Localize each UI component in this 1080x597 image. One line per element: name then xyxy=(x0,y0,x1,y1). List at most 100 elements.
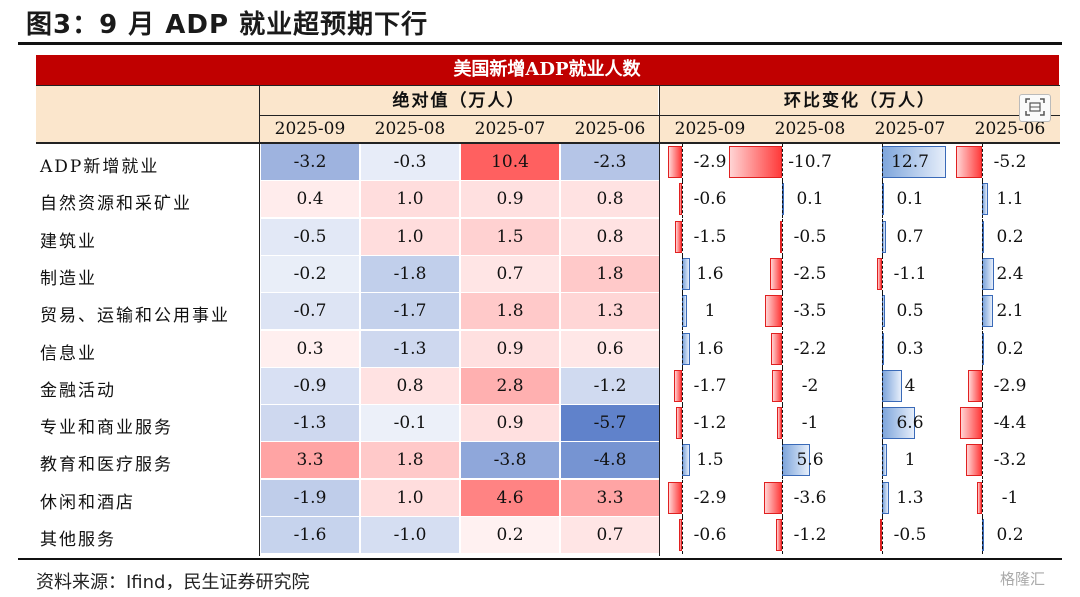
table-row: 自然资源和采矿业 0.4 1.0 0.9 0.8 -0.6 0.1 0.1 1.1 xyxy=(36,181,1060,219)
abs-value-cell: 0.2 xyxy=(461,517,559,553)
change-bar-cell: 0.1 xyxy=(860,181,960,219)
change-bar xyxy=(667,146,682,178)
zero-axis xyxy=(682,442,683,480)
row-label: 其他服务 xyxy=(40,530,116,550)
row-label: 信息业 xyxy=(40,343,97,364)
change-value: -1 xyxy=(801,413,819,434)
zero-axis xyxy=(782,330,783,368)
change-bar xyxy=(769,257,782,290)
change-bar-cell: -2.2 xyxy=(760,330,860,368)
row-label: 贸易、运输和公用事业 xyxy=(40,306,230,327)
change-bar-cell: 1.6 xyxy=(660,330,760,368)
change-value: 0.2 xyxy=(996,226,1024,247)
abs-value-cell: 1.8 xyxy=(461,293,559,330)
abs-value-cell: -2.3 xyxy=(561,144,659,180)
change-value: -0.5 xyxy=(893,525,927,545)
change-value: 1.6 xyxy=(696,263,724,284)
abs-value-cell: 0.9 xyxy=(461,181,559,218)
zero-axis xyxy=(982,330,983,368)
change-bar xyxy=(879,519,882,551)
row-label: 教育和医疗服务 xyxy=(40,455,173,476)
abs-value-cell: -1.9 xyxy=(261,479,359,516)
change-bar xyxy=(728,146,782,178)
table-row: 信息业 0.3 -1.3 0.9 0.6 1.6 -2.2 0.3 0.2 xyxy=(36,330,1060,368)
abs-value-cell: 0.6 xyxy=(561,330,659,367)
change-value: -1.2 xyxy=(693,413,727,434)
abs-value-cell: -1.8 xyxy=(361,255,459,292)
zero-axis xyxy=(682,517,683,554)
change-bar xyxy=(966,444,982,477)
abs-value-cell: -4.8 xyxy=(561,442,659,479)
change-bar xyxy=(876,257,882,290)
change-bar-cell: 1 xyxy=(860,442,960,480)
abs-value-cell: -1.3 xyxy=(261,405,359,442)
zero-axis xyxy=(982,405,983,443)
month-header-chg: 2025-09 xyxy=(674,119,746,139)
table-row: 其他服务 -1.6 -1.0 0.2 0.7 -0.6 -1.2 -0.5 0.2 xyxy=(36,517,1060,554)
zero-axis xyxy=(782,181,783,219)
change-value: 1 xyxy=(704,301,716,322)
month-header-chg: 2025-07 xyxy=(874,119,946,139)
change-bar-cell: -1.7 xyxy=(660,367,760,405)
header-divider xyxy=(260,115,1060,116)
month-header-chg: 2025-08 xyxy=(774,119,846,139)
change-bar xyxy=(977,481,982,514)
change-bar xyxy=(764,295,782,328)
column-divider xyxy=(259,86,260,556)
zero-axis xyxy=(682,181,683,219)
zero-axis xyxy=(882,367,883,405)
month-header-abs: 2025-07 xyxy=(474,119,546,139)
change-bar-cell: 0.2 xyxy=(960,517,1060,554)
change-bar-cell: -0.6 xyxy=(660,517,760,554)
banner-edge xyxy=(1055,55,1059,85)
change-bar-cell: -2.9 xyxy=(660,479,760,517)
change-bar xyxy=(674,220,682,253)
brand-logo-icon: 格隆汇 xyxy=(1000,570,1046,588)
group-header-chg: 环比变化（万人） xyxy=(660,86,1060,116)
change-bar-cell: 0.1 xyxy=(760,181,860,219)
month-header-abs: 2025-06 xyxy=(574,119,646,139)
abs-value-cell: -0.2 xyxy=(261,255,359,292)
table-row: 金融活动 -0.9 0.8 2.8 -1.2 -1.7 -2 4 -2.9 xyxy=(36,367,1060,405)
change-bar-cell: -2 xyxy=(760,367,860,405)
change-bar-cell: -1.2 xyxy=(660,405,760,443)
row-label: 自然资源和采矿业 xyxy=(40,194,192,215)
change-value: -10.7 xyxy=(788,152,832,172)
change-bar xyxy=(882,407,915,440)
abs-value-cell: 0.9 xyxy=(461,405,559,442)
change-bar xyxy=(960,407,982,440)
abs-value-cell: 3.3 xyxy=(261,442,359,479)
abs-value-cell: 4.6 xyxy=(461,479,559,516)
table-banner: 美国新增ADP就业人数 xyxy=(36,55,1058,85)
zero-axis xyxy=(782,517,783,554)
abs-value-cell: 1.3 xyxy=(561,293,659,330)
change-value: -1.5 xyxy=(693,226,727,247)
abs-value-cell: 1.0 xyxy=(361,181,459,218)
zero-axis xyxy=(982,293,983,331)
change-bar xyxy=(676,407,682,440)
abs-value-cell: 1.8 xyxy=(561,255,659,292)
change-value: 1.5 xyxy=(696,450,724,471)
zero-axis xyxy=(882,517,883,554)
top-rule xyxy=(18,42,1062,45)
zero-axis xyxy=(782,442,783,480)
table-row: 建筑业 -0.5 1.0 1.5 0.8 -1.5 -0.5 0.7 0.2 xyxy=(36,218,1060,256)
change-bar-cell: -1.5 xyxy=(660,218,760,256)
zero-axis xyxy=(882,255,883,293)
change-bar xyxy=(956,146,982,178)
change-value: 0.1 xyxy=(796,189,824,210)
abs-value-cell: -1.6 xyxy=(261,517,359,553)
abs-value-cell: -3.8 xyxy=(461,442,559,479)
change-value: 0.2 xyxy=(996,525,1024,545)
header-bottom-rule xyxy=(36,142,1060,144)
change-bar-cell: 12.7 xyxy=(860,144,960,181)
abs-value-cell: 0.4 xyxy=(261,181,359,218)
abs-value-cell: -1.2 xyxy=(561,367,659,404)
abs-value-cell: 0.7 xyxy=(461,255,559,292)
change-bar xyxy=(779,220,782,253)
change-value: -1.7 xyxy=(693,375,727,396)
row-label: 专业和商业服务 xyxy=(40,418,173,439)
abs-value-cell: 3.3 xyxy=(561,479,659,516)
screenshot-frame-icon[interactable] xyxy=(1019,94,1051,122)
table-row: 教育和医疗服务 3.3 1.8 -3.8 -4.8 1.5 5.6 1 -3.2 xyxy=(36,442,1060,480)
